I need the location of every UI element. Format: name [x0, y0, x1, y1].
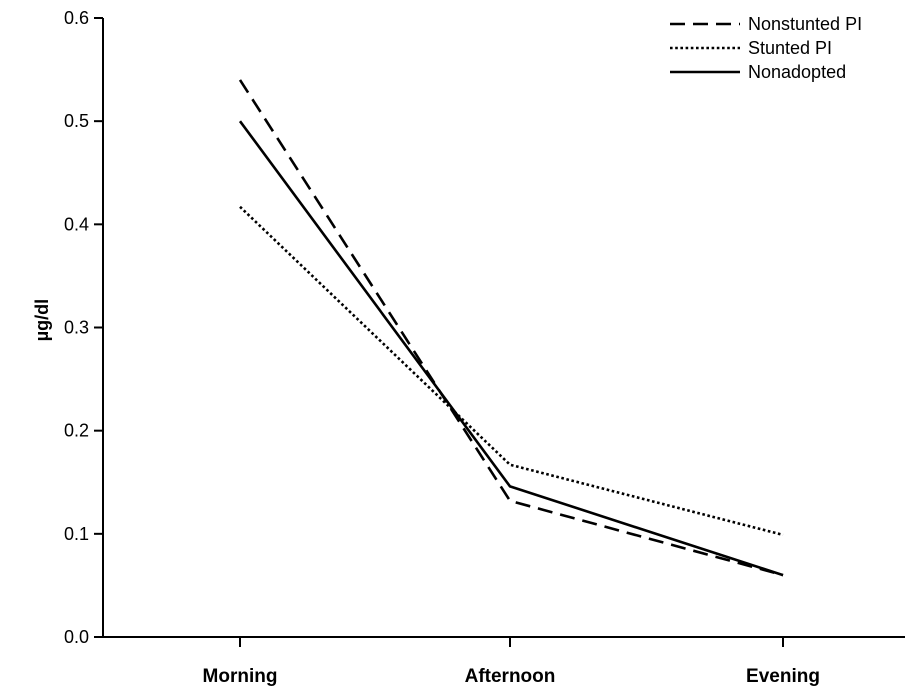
y-axis-title: µg/dl	[32, 299, 52, 341]
legend-label: Nonadopted	[748, 62, 846, 82]
legend-label: Nonstunted PI	[748, 14, 862, 34]
y-ticks: 0.0 0.1 0.2 0.3 0.4 0.5 0.6	[64, 8, 103, 647]
y-tick-label: 0.5	[64, 111, 89, 131]
y-tick-label: 0.6	[64, 8, 89, 28]
legend-label: Stunted PI	[748, 38, 832, 58]
x-category-label: Morning	[203, 666, 278, 687]
y-tick-label: 0.2	[64, 421, 89, 441]
x-category-label: Afternoon	[465, 666, 556, 687]
legend: Nonstunted PI Stunted PI Nonadopted	[670, 14, 862, 82]
x-ticks: Morning Afternoon Evening	[203, 637, 820, 687]
series-group	[238, 79, 784, 577]
y-tick-label: 0.3	[64, 318, 89, 338]
y-tick-label: 0.4	[64, 214, 89, 234]
x-category-label: Evening	[746, 666, 820, 687]
axes	[102, 18, 905, 638]
series-line-nonadopted	[238, 120, 784, 577]
series-line-nonstunted-pi	[238, 79, 784, 577]
y-tick-label: 0.0	[64, 627, 89, 647]
y-tick-label: 0.1	[64, 524, 89, 544]
